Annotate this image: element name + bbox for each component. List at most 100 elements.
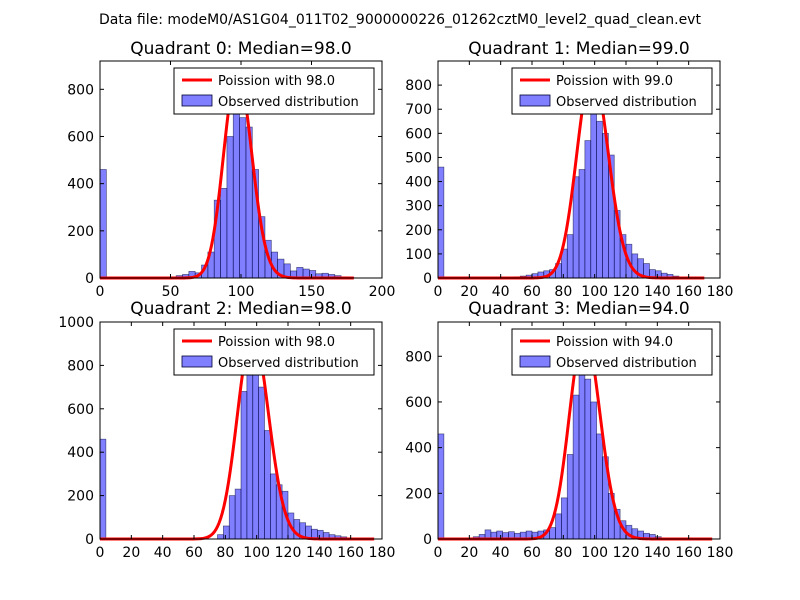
x-tick-label: 0 [434, 284, 443, 300]
y-tick-label: 200 [67, 224, 94, 240]
histogram-bar [258, 386, 265, 540]
histogram-bar [217, 534, 224, 540]
legend-observed-swatch [181, 355, 213, 368]
histogram-bar [590, 113, 597, 279]
figure-suptitle: Data file: modeM0/AS1G04_011T02_90000002… [99, 12, 701, 28]
x-tick-label: 200 [369, 284, 396, 300]
histogram-bar [220, 188, 228, 279]
histogram-bar [555, 513, 562, 540]
legend: Poission with 94.0 Observed distribution [511, 328, 713, 376]
y-tick-label: 0 [85, 271, 94, 287]
y-tick-label: 600 [405, 126, 432, 142]
x-tick-label: 80 [554, 284, 572, 300]
x-tick-label: 50 [162, 284, 180, 300]
legend: Poission with 99.0 Observed distribution [511, 67, 713, 115]
histogram-bar [584, 140, 592, 279]
x-tick-label: 0 [434, 545, 443, 561]
x-tick-label: 80 [216, 545, 234, 561]
x-tick-label: 40 [492, 284, 510, 300]
histogram-bar [270, 473, 277, 540]
legend-poisson-label: Poission with 98.0 [218, 74, 335, 89]
legend-observed-label: Observed distribution [218, 95, 359, 110]
y-tick-label: 0 [423, 271, 432, 287]
legend-observed-label: Observed distribution [556, 356, 697, 371]
y-tick-label: 800 [405, 349, 432, 365]
histogram-bar [566, 454, 574, 540]
panel-title: Quadrant 0: Median=98.0 [130, 39, 352, 59]
histogram-bar [99, 169, 107, 279]
histogram-bar [549, 527, 556, 540]
histogram-bar [437, 166, 445, 279]
x-tick-label: 20 [460, 545, 478, 561]
y-tick-label: 0 [85, 532, 94, 548]
histogram-bar [99, 438, 107, 540]
legend-observed-swatch [519, 94, 551, 107]
panel-title: Quadrant 3: Median=94.0 [468, 299, 690, 319]
x-tick-label: 100 [228, 284, 255, 300]
histogram-bar [226, 136, 234, 279]
legend-poisson-label: Poission with 94.0 [556, 335, 673, 350]
histogram-bar [437, 433, 445, 540]
x-tick-label: 160 [675, 284, 702, 300]
x-tick-label: 160 [337, 545, 364, 561]
histogram-bar [223, 525, 230, 540]
plot-area: 0 50 100 150 200 0 200 400 600 800 Poission with 9… [67, 60, 396, 300]
y-tick-label: 200 [405, 223, 432, 239]
panel-quadrant-2: Quadrant 2: Median=98.0 0 20 40 60 80 100 120 1… [58, 299, 395, 561]
y-tick-label: 100 [405, 247, 432, 263]
x-tick-label: 100 [581, 284, 608, 300]
x-tick-label: 20 [122, 545, 140, 561]
histogram-bar [246, 365, 254, 540]
x-tick-label: 100 [243, 545, 270, 561]
panel-quadrant-3: Quadrant 3: Median=94.0 0 20 40 60 80 100 120 1… [405, 299, 733, 561]
x-tick-label: 180 [707, 284, 734, 300]
x-tick-label: 0 [96, 284, 105, 300]
histogram-bar [572, 394, 580, 540]
histogram-bar [578, 367, 586, 540]
legend-box [511, 328, 713, 376]
legend-poisson-label: Poission with 98.0 [218, 335, 335, 350]
x-tick-label: 80 [554, 545, 572, 561]
legend: Poission with 98.0 Observed distribution [173, 67, 375, 115]
y-tick-label: 800 [67, 82, 94, 98]
histogram-bar [566, 234, 574, 279]
x-tick-label: 60 [185, 545, 203, 561]
y-tick-label: 400 [405, 441, 432, 457]
axes-frame [437, 321, 721, 540]
legend-poisson-label: Poission with 99.0 [556, 74, 673, 89]
y-tick-label: 300 [405, 199, 432, 215]
panel-title: Quadrant 1: Median=99.0 [468, 39, 690, 59]
histogram-bar [578, 169, 586, 279]
x-tick-label: 140 [644, 284, 671, 300]
x-tick-label: 140 [644, 545, 671, 561]
histogram-bar [232, 105, 240, 279]
y-tick-label: 600 [67, 402, 94, 418]
panel-quadrant-0: Quadrant 0: Median=98.0 0 50 100 150 200 0 200… [67, 39, 395, 300]
legend-observed-swatch [181, 94, 213, 107]
x-tick-label: 60 [523, 284, 541, 300]
x-tick-label: 120 [613, 545, 640, 561]
x-tick-label: 0 [96, 545, 105, 561]
x-tick-label: 160 [675, 545, 702, 561]
histogram-bar [296, 267, 304, 279]
x-tick-label: 150 [298, 284, 325, 300]
plot-area: 0 20 40 60 80 100 120 140 160 180 0 200 400 600 800 Poi… [405, 321, 733, 561]
y-tick-label: 400 [67, 177, 94, 193]
histogram-bar [264, 430, 271, 540]
y-tick-label: 700 [405, 102, 432, 118]
panel-quadrant-1: Quadrant 1: Median=99.0 0 20 40 60 80 100 120 1… [405, 39, 733, 300]
histogram-bar [572, 176, 580, 279]
x-tick-label: 40 [154, 545, 172, 561]
axes-frame [99, 321, 383, 540]
legend: Poission with 98.0 Observed distribution [173, 328, 375, 376]
histogram-bar [584, 378, 592, 540]
histogram-bar [252, 362, 259, 540]
plot-area: 0 20 40 60 80 100 120 140 160 180 0 200 400 600 800 100… [58, 315, 395, 561]
x-tick-label: 20 [460, 284, 478, 300]
histogram-bar [239, 117, 247, 279]
histogram-bar [561, 497, 568, 540]
y-tick-label: 800 [67, 358, 94, 374]
histogram-bar [596, 433, 603, 540]
y-tick-label: 600 [405, 395, 432, 411]
x-tick-label: 120 [275, 545, 302, 561]
